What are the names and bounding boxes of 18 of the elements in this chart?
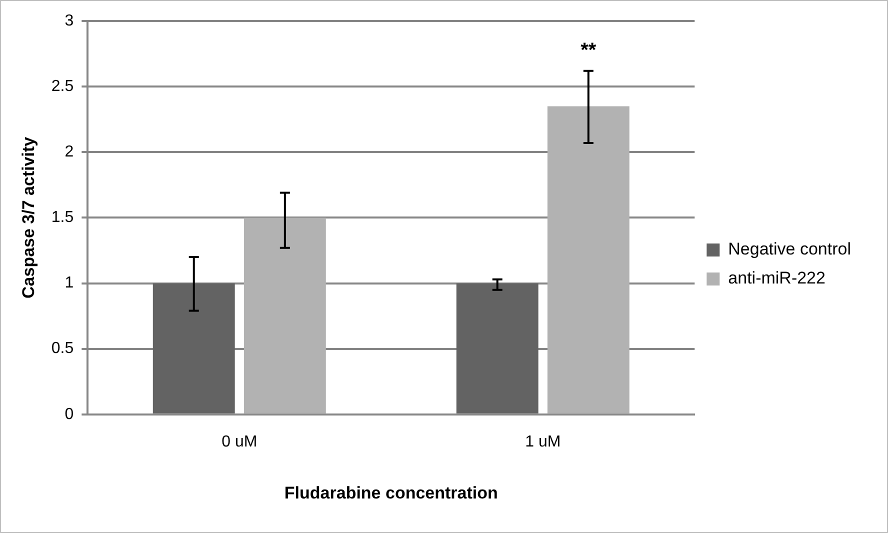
y-tick-label: 0.5 <box>51 340 74 358</box>
y-tick-label: 1 <box>64 274 74 292</box>
bar <box>244 218 326 414</box>
x-tick-label: 0 uM <box>222 433 258 450</box>
bar <box>152 283 235 414</box>
bar <box>547 106 630 414</box>
bar <box>456 283 538 414</box>
x-axis-title: Fludarabine concentration <box>284 483 498 502</box>
legend-label: anti-miR-222 <box>728 268 826 288</box>
y-tick-label: 2 <box>64 144 74 161</box>
x-tick-label: 1 uM <box>525 433 561 450</box>
y-tick-label: 2.5 <box>51 78 74 95</box>
y-tick-label: 0 <box>64 406 74 423</box>
y-tick-label: 1.5 <box>51 209 74 226</box>
annotation: ** <box>580 39 596 62</box>
legend-label: Negative control <box>728 240 851 259</box>
y-axis-title: Caspase 3/7 activity <box>18 136 38 299</box>
y-tick-label: 3 <box>64 12 74 30</box>
